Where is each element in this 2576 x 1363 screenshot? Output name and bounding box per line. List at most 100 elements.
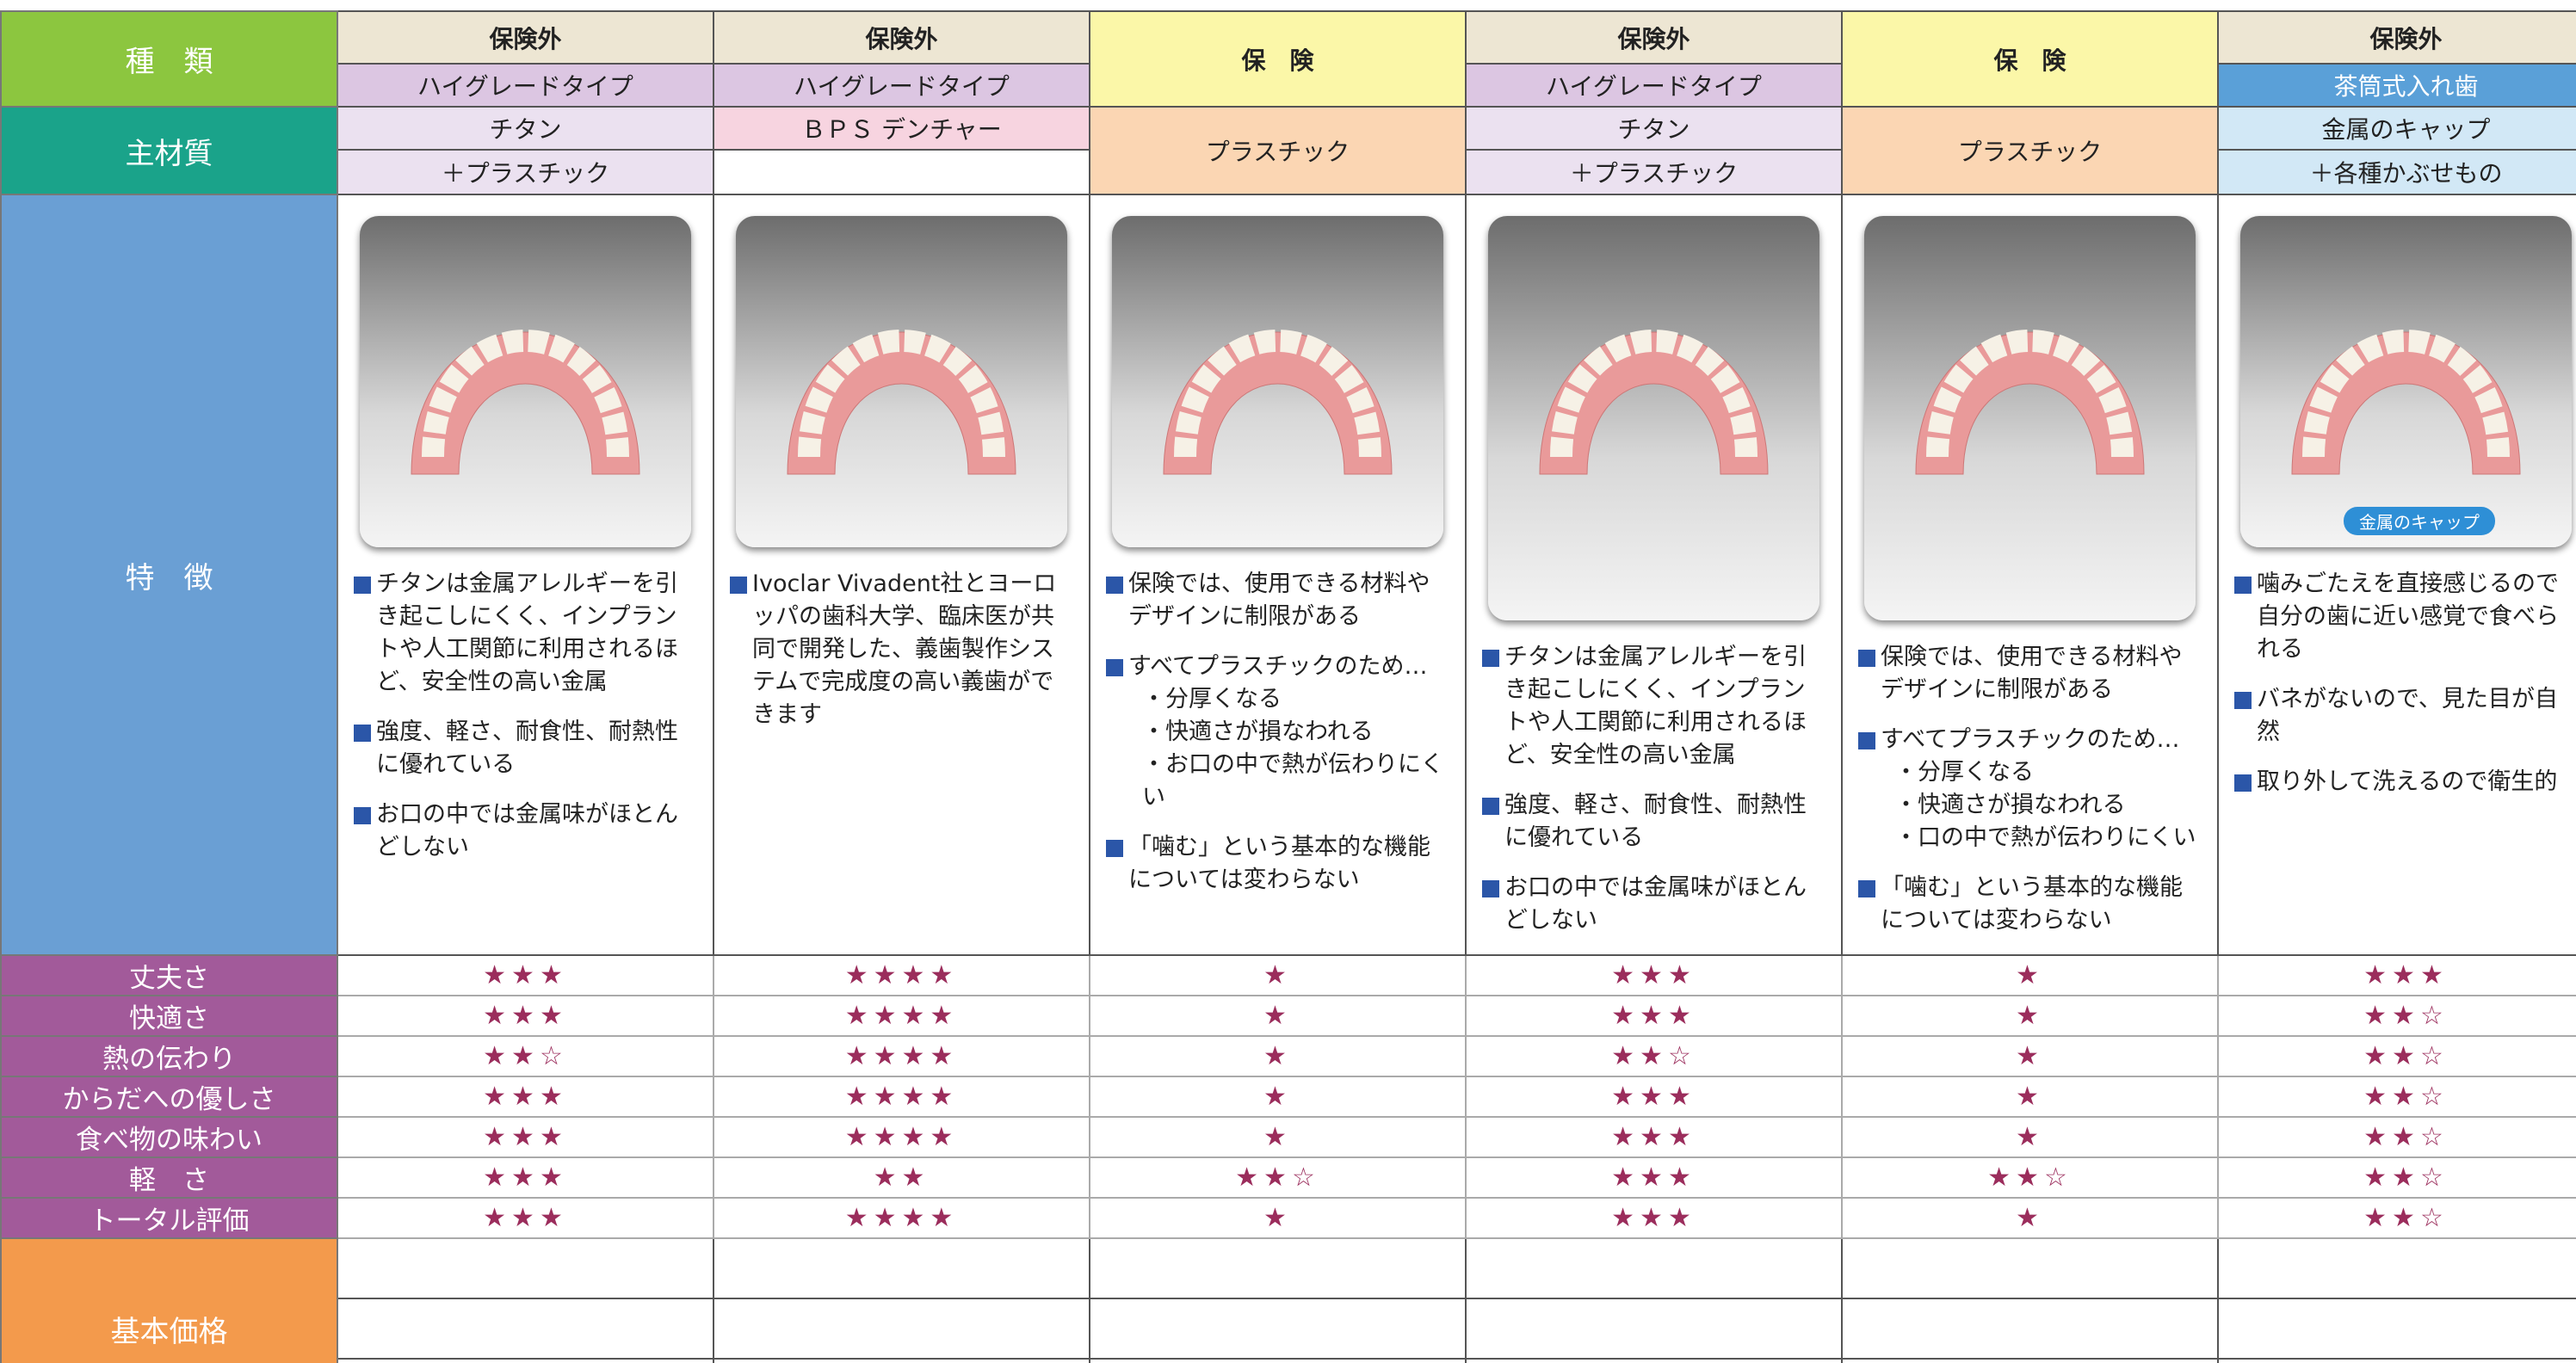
feature-item: 「噛む」という基本的な機能については変わらない — [1858, 872, 2202, 937]
rating: ★★★ — [1465, 1197, 1843, 1239]
feature-text: すべてプラスチックのため… — [1128, 653, 1428, 680]
rating: ★★ — [713, 1156, 1090, 1199]
price-cell — [1841, 1358, 2219, 1363]
bullet — [1106, 840, 1123, 857]
rating: ★★☆ — [1089, 1156, 1467, 1199]
feature-text: 保険では、使用できる材料やデザインに制限がある — [1128, 570, 1430, 630]
feature-text: 強度、軽さ、耐食性、耐熱性に優れている — [376, 719, 678, 778]
feature-item: 強度、軽さ、耐食性、耐熱性に優れている — [354, 716, 697, 781]
feature-item: Ivoclar Vivadent社とヨーロッパの歯科大学、臨床医が共同で開発した… — [730, 568, 1073, 731]
row-label: 種 類 — [0, 10, 338, 108]
criterion-label: トータル評価 — [0, 1197, 338, 1239]
bullet — [2234, 577, 2252, 594]
criterion-label: 食べ物の味わい — [0, 1116, 338, 1158]
teeth — [2302, 330, 2510, 458]
rating: ★ — [1841, 954, 2219, 996]
table-row: ＋プラスチック ＋プラスチック ＋各種かぶせもの — [1, 149, 2576, 195]
feature-cell: チタンは金属アレルギーを引き起こしにくく、インプラントや人工関節に利用されるほど… — [1465, 194, 1843, 956]
rating: ★★★ — [1465, 995, 1843, 1037]
feature-item: 取り外して洗えるので衛生的 — [2234, 766, 2576, 799]
feature-cell: 保険では、使用できる材料やデザインに制限がある すべてプラスチックのため… ・分厚く… — [1089, 194, 1467, 956]
rating: ★★☆ — [1841, 1156, 2219, 1199]
material-cell: ＢＰＳ デンチャー — [713, 106, 1090, 151]
rating: ★ — [1089, 1035, 1467, 1077]
rating: ★ — [1841, 1035, 2219, 1077]
rating: ★★☆ — [2217, 995, 2576, 1037]
criterion-label: からだへの優しさ — [0, 1076, 338, 1118]
feature-item: チタンは金属アレルギーを引き起こしにくく、インプラントや人工関節に利用されるほど… — [1482, 641, 1825, 772]
bullet — [2234, 692, 2252, 709]
feature-item: 噛みごたえを直接感じるので自分の歯に近い感覚で食べられる — [2234, 568, 2576, 666]
feature-cell: Ivoclar Vivadent社とヨーロッパの歯科大学、臨床医が共同で開発した… — [713, 194, 1090, 956]
price-cell — [1841, 1237, 2219, 1299]
insurance-cell: 保 険 — [1089, 10, 1467, 108]
price-cell — [713, 1298, 1090, 1360]
bullet — [730, 577, 747, 594]
price-cell — [713, 1358, 1090, 1363]
feature-cell: 金属のキャップ噛みごたえを直接感じるので自分の歯に近い感覚で食べられるバネがない… — [2217, 194, 2576, 956]
rating: ★★☆ — [2217, 1076, 2576, 1118]
table-row: 快適さ ★★★ ★★★★ ★ ★★★ ★ ★★☆ — [0, 995, 2576, 1037]
feature-text: チタンは金属アレルギーを引き起こしにくく、インプラントや人工関節に利用されるほど… — [376, 570, 678, 695]
table-row: 熱の伝わり ★★☆ ★★★★ ★ ★★☆ ★ ★★☆ — [0, 1035, 2576, 1077]
rating: ★ — [1089, 1076, 1467, 1118]
rating: ★★★ — [2217, 954, 2576, 996]
image-label: 金属のキャップ — [2344, 507, 2495, 535]
bullet — [1482, 650, 1499, 667]
rating: ★★★★ — [713, 1197, 1090, 1239]
material-cell: 金属のキャップ — [2217, 106, 2576, 151]
feature-subitem: ・分厚くなる — [1894, 759, 2034, 786]
price-cell — [1841, 1298, 2219, 1360]
feature-text: 「噛む」という基本的な機能については変わらない — [1128, 834, 1430, 893]
bullet — [1858, 880, 1875, 897]
denture-drawing — [411, 330, 640, 475]
insurance-cell: 保険外 — [2217, 10, 2576, 65]
rating: ★★★ — [1465, 1116, 1843, 1158]
feature-item: お口の中では金属味がほとんどしない — [354, 799, 697, 864]
feature-cell: チタンは金属アレルギーを引き起こしにくく、インプラントや人工関節に利用されるほど… — [337, 194, 714, 956]
feature-text: バネがないので、見た目が自然 — [2257, 686, 2558, 745]
teeth — [1174, 330, 1381, 458]
feature-item: 保険では、使用できる材料やデザインに制限がある — [1106, 568, 1449, 633]
material-cell: ＋プラスチック — [1465, 149, 1843, 195]
bullet — [2234, 774, 2252, 792]
feature-text: お口の中では金属味がほとんどしない — [376, 801, 678, 860]
rating: ★★★★ — [713, 954, 1090, 996]
feature-text: Ivoclar Vivadent社とヨーロッパの歯科大学、臨床医が共同で開発した… — [752, 570, 1057, 728]
material-cell: チタン — [337, 106, 714, 151]
rating: ★ — [1089, 954, 1467, 996]
feature-item: 強度、軽さ、耐食性、耐熱性に優れている — [1482, 789, 1825, 854]
rating: ★★★ — [337, 995, 714, 1037]
price-cell — [1465, 1237, 1843, 1299]
price-cell — [713, 1237, 1090, 1299]
price-cell — [2217, 1298, 2576, 1360]
criterion-label: 熱の伝わり — [0, 1035, 338, 1077]
table-row: ハイグレードタイプ ハイグレードタイプ ハイグレードタイプ 茶筒式入れ歯 — [1, 63, 2576, 108]
feature-item: バネがないので、見た目が自然 — [2234, 683, 2576, 749]
rating: ★ — [1841, 995, 2219, 1037]
feature-cell: 保険では、使用できる材料やデザインに制限がある すべてプラスチックのため… ・分厚く… — [1841, 194, 2219, 956]
rating: ★★☆ — [1465, 1035, 1843, 1077]
price-cell — [2217, 1237, 2576, 1299]
price-cell — [1089, 1298, 1467, 1360]
photo: 金属のキャップ — [2240, 216, 2572, 547]
criterion-label: 丈夫さ — [0, 954, 338, 996]
feature-subitem: ・お口の中で熱が伝わりにくい — [1142, 751, 1444, 811]
feature-item: すべてプラスチックのため… ・分厚くなる ・快適さが損なわれる ・口の中で熱が伝わりに… — [1858, 724, 2202, 854]
kind-cell: ハイグレードタイプ — [337, 63, 714, 108]
rating: ★★★★ — [713, 1035, 1090, 1077]
insurance-cell: 保険外 — [1465, 10, 1843, 65]
rating: ★★★ — [337, 1197, 714, 1239]
material-cell — [713, 149, 1090, 195]
rating: ★★★ — [337, 1156, 714, 1199]
bullet — [1482, 880, 1499, 897]
bullet — [354, 725, 371, 742]
denture-drawing — [1539, 330, 1769, 475]
denture-drawing — [1163, 330, 1393, 475]
feature-subitem: ・快適さが損なわれる — [1142, 719, 1374, 745]
rating: ★ — [1089, 1197, 1467, 1239]
feature-text: チタンは金属アレルギーを引き起こしにくく、インプラントや人工関節に利用されるほど… — [1504, 644, 1807, 768]
price-cell — [1089, 1358, 1467, 1363]
teeth — [1550, 330, 1757, 458]
